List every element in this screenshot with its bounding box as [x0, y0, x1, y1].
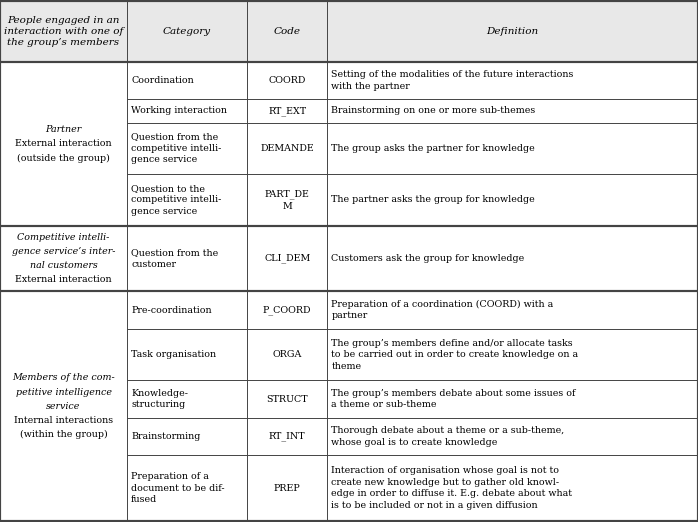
- Bar: [247, 123, 327, 174]
- Bar: [327, 418, 698, 455]
- Text: Category: Category: [163, 27, 211, 36]
- Text: PART_DE
M: PART_DE M: [265, 189, 310, 210]
- Text: The partner asks the group for knowledge: The partner asks the group for knowledge: [332, 195, 535, 205]
- Text: CLI_DEM: CLI_DEM: [264, 254, 311, 264]
- Text: Question to the
competitive intelli-
gence service: Question to the competitive intelli- gen…: [131, 184, 221, 216]
- Text: Preparation of a coordination (COORD) with a
partner: Preparation of a coordination (COORD) wi…: [332, 300, 554, 321]
- Text: Customers ask the group for knowledge: Customers ask the group for knowledge: [332, 254, 525, 263]
- Text: petitive intelligence: petitive intelligence: [15, 387, 112, 397]
- Text: gence service’s inter-: gence service’s inter-: [12, 247, 115, 256]
- Bar: [127, 123, 247, 174]
- Bar: [327, 123, 698, 174]
- Bar: [0, 62, 127, 226]
- Bar: [0, 226, 127, 291]
- Bar: [327, 99, 698, 123]
- Text: Thorough debate about a theme or a sub-theme,
whose goal is to create knowledge: Thorough debate about a theme or a sub-t…: [332, 426, 565, 447]
- Text: STRUCT: STRUCT: [267, 395, 308, 404]
- Bar: [127, 62, 247, 99]
- Text: ORGA: ORGA: [272, 350, 302, 359]
- Text: (outside the group): (outside the group): [17, 153, 110, 162]
- Bar: [247, 99, 327, 123]
- Bar: [327, 291, 698, 329]
- Text: The group’s members debate about some issues of
a theme or sub-theme: The group’s members debate about some is…: [332, 389, 576, 409]
- Bar: [0, 1, 698, 62]
- Text: Knowledge-
structuring: Knowledge- structuring: [131, 389, 188, 409]
- Bar: [327, 174, 698, 226]
- Text: Interaction of organisation whose goal is not to
create new knowledge but to gat: Interaction of organisation whose goal i…: [332, 467, 572, 510]
- Text: RT_EXT: RT_EXT: [268, 106, 306, 116]
- Text: The group asks the partner for knowledge: The group asks the partner for knowledge: [332, 144, 535, 153]
- Text: Definition: Definition: [487, 27, 539, 36]
- Text: Question from the
competitive intelli-
gence service: Question from the competitive intelli- g…: [131, 133, 221, 164]
- Text: Coordination: Coordination: [131, 76, 194, 85]
- Bar: [127, 174, 247, 226]
- Bar: [247, 455, 327, 521]
- Text: Brainstorming on one or more sub-themes: Brainstorming on one or more sub-themes: [332, 106, 535, 115]
- Text: Members of the com-: Members of the com-: [12, 373, 115, 383]
- Bar: [127, 99, 247, 123]
- Bar: [127, 291, 247, 329]
- Bar: [247, 174, 327, 226]
- Text: (within the group): (within the group): [20, 430, 107, 439]
- Bar: [247, 418, 327, 455]
- Bar: [327, 226, 698, 291]
- Bar: [247, 329, 327, 381]
- Bar: [127, 329, 247, 381]
- Text: Question from the
customer: Question from the customer: [131, 248, 218, 269]
- Text: Partner: Partner: [45, 125, 82, 134]
- Bar: [247, 291, 327, 329]
- Bar: [127, 418, 247, 455]
- Bar: [327, 381, 698, 418]
- Text: COORD: COORD: [269, 76, 306, 85]
- Text: Preparation of a
document to be dif-
fused: Preparation of a document to be dif- fus…: [131, 472, 225, 504]
- Text: nal customers: nal customers: [29, 261, 98, 270]
- Text: Task organisation: Task organisation: [131, 350, 216, 359]
- Text: Brainstorming: Brainstorming: [131, 432, 200, 441]
- Bar: [0, 291, 127, 521]
- Bar: [127, 226, 247, 291]
- Text: The group’s members define and/or allocate tasks
to be carried out in order to c: The group’s members define and/or alloca…: [332, 339, 579, 371]
- Bar: [327, 329, 698, 381]
- Text: External interaction: External interaction: [15, 139, 112, 148]
- Text: Working interaction: Working interaction: [131, 106, 227, 115]
- Text: RT_INT: RT_INT: [269, 432, 306, 442]
- Text: P_COORD: P_COORD: [263, 305, 311, 315]
- Bar: [247, 381, 327, 418]
- Text: Pre-coordination: Pre-coordination: [131, 306, 211, 315]
- Bar: [127, 381, 247, 418]
- Bar: [127, 455, 247, 521]
- Text: Internal interactions: Internal interactions: [14, 416, 113, 425]
- Bar: [327, 455, 698, 521]
- Text: PREP: PREP: [274, 483, 301, 493]
- Bar: [327, 62, 698, 99]
- Text: Code: Code: [274, 27, 301, 36]
- Text: People engaged in an
interaction with one of
the group’s members: People engaged in an interaction with on…: [3, 16, 124, 48]
- Text: DEMANDE: DEMANDE: [260, 144, 314, 153]
- Text: External interaction: External interaction: [15, 276, 112, 284]
- Text: Competitive intelli-: Competitive intelli-: [17, 233, 110, 242]
- Text: service: service: [46, 402, 81, 411]
- Bar: [247, 62, 327, 99]
- Bar: [247, 226, 327, 291]
- Text: Setting of the modalities of the future interactions
with the partner: Setting of the modalities of the future …: [332, 70, 574, 91]
